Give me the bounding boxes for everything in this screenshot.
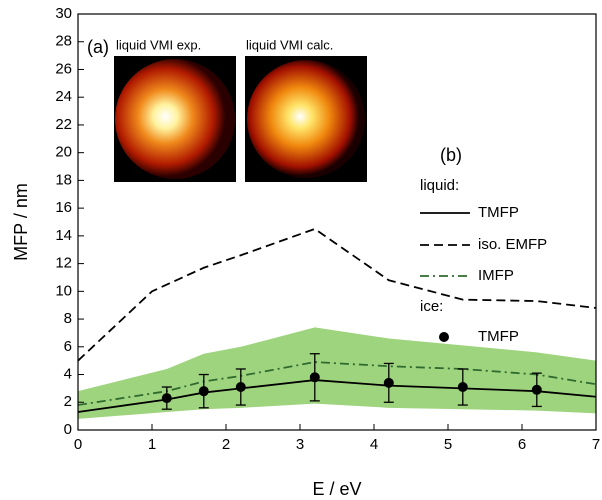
point <box>236 382 246 392</box>
y-tick-label: 2 <box>64 393 72 410</box>
y-tick-label: 8 <box>64 310 72 327</box>
point <box>310 372 320 382</box>
chart: liquid VMI exp. liquid VMI calc. (a) (b)… <box>0 0 602 500</box>
legend-label: TMFP <box>478 328 519 345</box>
y-tick-label: 6 <box>64 338 72 355</box>
y-tick-label: 4 <box>64 366 72 383</box>
point <box>162 393 172 403</box>
y-tick-label: 22 <box>55 116 72 133</box>
x-tick-label: 4 <box>370 436 378 453</box>
inset-image <box>115 59 235 179</box>
legend-label: iso. EMFP <box>478 236 547 253</box>
x-tick-label: 6 <box>518 436 526 453</box>
point <box>532 385 542 395</box>
x-tick-label: 7 <box>592 436 600 453</box>
x-tick-label: 0 <box>74 436 82 453</box>
x-axis-label: E / eV <box>312 479 361 499</box>
y-tick-label: 24 <box>55 88 72 105</box>
x-tick-label: 1 <box>148 436 156 453</box>
legend-marker <box>439 332 449 342</box>
x-tick-label: 2 <box>222 436 230 453</box>
y-axis-label: MFP / nm <box>11 183 31 261</box>
y-tick-label: 12 <box>55 255 72 272</box>
panel-label: (a) <box>87 37 109 57</box>
y-tick-label: 30 <box>55 5 72 22</box>
inset-image <box>247 60 365 178</box>
x-tick-label: 3 <box>296 436 304 453</box>
y-tick-label: 10 <box>55 282 72 299</box>
y-tick-label: 26 <box>55 60 72 77</box>
y-tick-label: 18 <box>55 171 72 188</box>
x-tick-label: 5 <box>444 436 452 453</box>
y-tick-label: 16 <box>55 199 72 216</box>
legend-label: TMFP <box>478 204 519 221</box>
point <box>199 386 209 396</box>
legend-header: liquid: <box>420 177 459 194</box>
legend-header: ice: <box>420 298 443 315</box>
y-tick-label: 20 <box>55 144 72 161</box>
legend-label: IMFP <box>478 267 514 284</box>
y-tick-label: 0 <box>64 421 72 438</box>
inset-label: liquid VMI calc. <box>246 37 333 52</box>
inset-label: liquid VMI exp. <box>116 37 201 52</box>
point <box>458 382 468 392</box>
point <box>384 378 394 388</box>
y-tick-label: 14 <box>55 227 72 244</box>
legend-title: (b) <box>440 145 462 165</box>
y-tick-label: 28 <box>55 33 72 50</box>
